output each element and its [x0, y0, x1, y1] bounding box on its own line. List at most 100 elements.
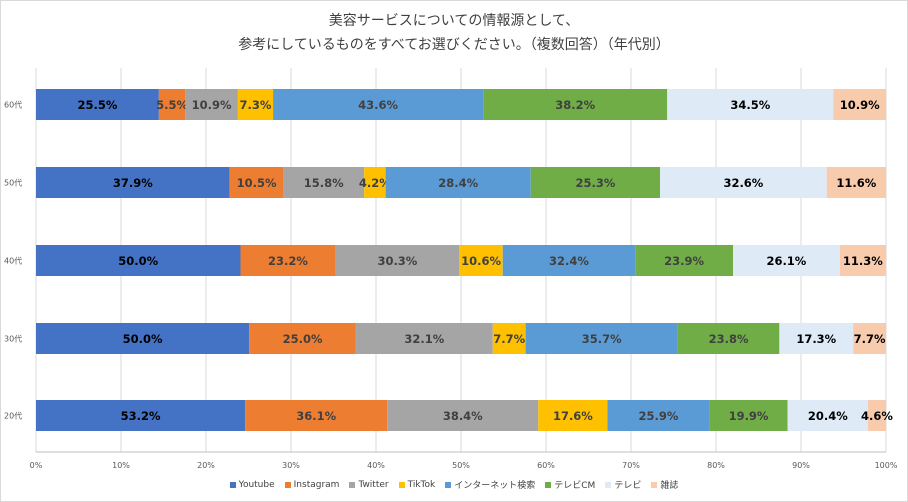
chart-title-line2: 参考にしているものをすべてお選びください。（複数回答）（年代別） [238, 37, 670, 53]
bar-segment [607, 400, 710, 431]
data-label: 7.7% [493, 332, 525, 346]
bar-segment [677, 323, 780, 354]
chart-legend: Youtube Instagram Twitter TikTok インターネット検索 テレ… [0, 478, 908, 491]
bar-segment [36, 167, 230, 198]
bar-segment [283, 167, 365, 198]
legend-item: テレビ [605, 478, 641, 491]
x-tick-label: 100% [875, 461, 898, 470]
data-label: 26.1% [766, 254, 806, 268]
legend-label: テレビ [614, 481, 642, 491]
legend-label: Youtube [238, 479, 275, 490]
data-label: 23.8% [709, 332, 749, 346]
x-tick-label: 80% [707, 461, 725, 470]
bar-segment [867, 400, 886, 431]
x-tick-label: 90% [792, 461, 810, 470]
category-label: 30代 [4, 334, 22, 344]
bar-segment [853, 323, 886, 354]
stacked-bar-chart: 0% 10% 20% 30% 40% 50% 60% 70% 80% 90% 100% 60代 50代 4… [4, 68, 898, 470]
bar-segment [36, 245, 241, 276]
bar-segment [483, 89, 668, 120]
bar-segment [787, 400, 868, 431]
data-label: 35.7% [582, 332, 622, 346]
data-label: 37.9% [113, 176, 153, 190]
data-label: 23.2% [268, 254, 308, 268]
bar-segment [237, 89, 274, 120]
bar-segment [839, 245, 886, 276]
bar-segment [36, 323, 250, 354]
data-label: 25.5% [77, 98, 117, 112]
bar-segment [273, 89, 484, 120]
bar-segment [387, 400, 539, 431]
legend-item: 雑誌 [651, 478, 678, 491]
bar-segment [733, 245, 840, 276]
data-label: 36.1% [296, 409, 336, 423]
data-label: 25.9% [639, 409, 679, 423]
bar-segment [158, 89, 186, 120]
data-label: 20.4% [808, 409, 848, 423]
bar-segment [538, 400, 608, 431]
bar-segment [530, 167, 661, 198]
data-label: 34.5% [730, 98, 770, 112]
bar-segment [245, 400, 388, 431]
data-label: 10.6% [461, 254, 501, 268]
data-label: 19.9% [729, 409, 769, 423]
bar-segment [240, 245, 336, 276]
x-tick-label: 10% [112, 461, 130, 470]
legend-label: インターネット検索 [454, 481, 536, 491]
data-label: 4.2% [359, 176, 391, 190]
category-label: 50代 [4, 178, 22, 188]
data-label: 17.3% [796, 332, 836, 346]
legend-swatch [545, 481, 552, 488]
data-label: 11.6% [836, 176, 876, 190]
legend-swatch [398, 481, 405, 488]
bar-segment [709, 400, 788, 431]
x-tick-label: 0% [30, 461, 43, 470]
bar-segment [364, 167, 386, 198]
bar-segment [826, 167, 886, 198]
legend-item: Instagram [284, 478, 340, 491]
data-label: 32.4% [549, 254, 589, 268]
legend-swatch [651, 481, 658, 488]
bar-segment [229, 167, 284, 198]
bar-segment [459, 245, 503, 276]
bar-segment [833, 89, 886, 120]
legend-label: Instagram [293, 479, 340, 490]
data-label: 23.9% [664, 254, 704, 268]
x-tick-label: 30% [282, 461, 300, 470]
data-label: 50.0% [123, 332, 163, 346]
data-label: 10.9% [192, 98, 232, 112]
legend-item: インターネット検索 [445, 478, 535, 491]
data-label: 50.0% [118, 254, 158, 268]
bar-segment [385, 167, 531, 198]
legend-item: TikTok [398, 478, 436, 491]
data-label: 43.6% [358, 98, 398, 112]
legend-item: テレビCM [545, 478, 595, 491]
legend-swatch [284, 481, 291, 488]
data-label: 32.6% [723, 176, 763, 190]
data-label: 25.0% [283, 332, 323, 346]
data-label: 30.3% [377, 254, 417, 268]
data-label: 38.2% [555, 98, 595, 112]
legend-item: Twitter [349, 478, 389, 491]
bar-segment [355, 323, 493, 354]
chart-title-line1: 美容サービスについての情報源として、 [328, 13, 580, 29]
x-tick-label: 70% [622, 461, 640, 470]
legend-label: テレビCM [554, 481, 596, 491]
data-label: 32.1% [404, 332, 444, 346]
data-label: 10.9% [840, 98, 880, 112]
data-label: 38.4% [443, 409, 483, 423]
bar-segment [502, 245, 636, 276]
bar-segment [335, 245, 460, 276]
bar-segment [660, 167, 827, 198]
data-label: 11.3% [843, 254, 883, 268]
legend-swatch [229, 481, 236, 488]
data-label: 17.6% [553, 409, 593, 423]
data-label: 25.3% [575, 176, 615, 190]
bar-segment [249, 323, 356, 354]
x-tick-label: 50% [452, 461, 470, 470]
data-label: 7.3% [240, 98, 272, 112]
legend-item: Youtube [229, 478, 275, 491]
legend-label: TikTok [407, 479, 436, 490]
category-label: 60代 [4, 100, 22, 110]
bar-segment [36, 89, 159, 120]
